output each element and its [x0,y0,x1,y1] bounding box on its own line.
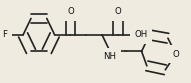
Text: OH: OH [134,30,147,39]
Text: NH: NH [104,52,117,61]
Text: O: O [67,7,74,17]
Text: O: O [172,49,179,59]
Text: F: F [2,30,7,39]
Text: O: O [115,7,121,17]
